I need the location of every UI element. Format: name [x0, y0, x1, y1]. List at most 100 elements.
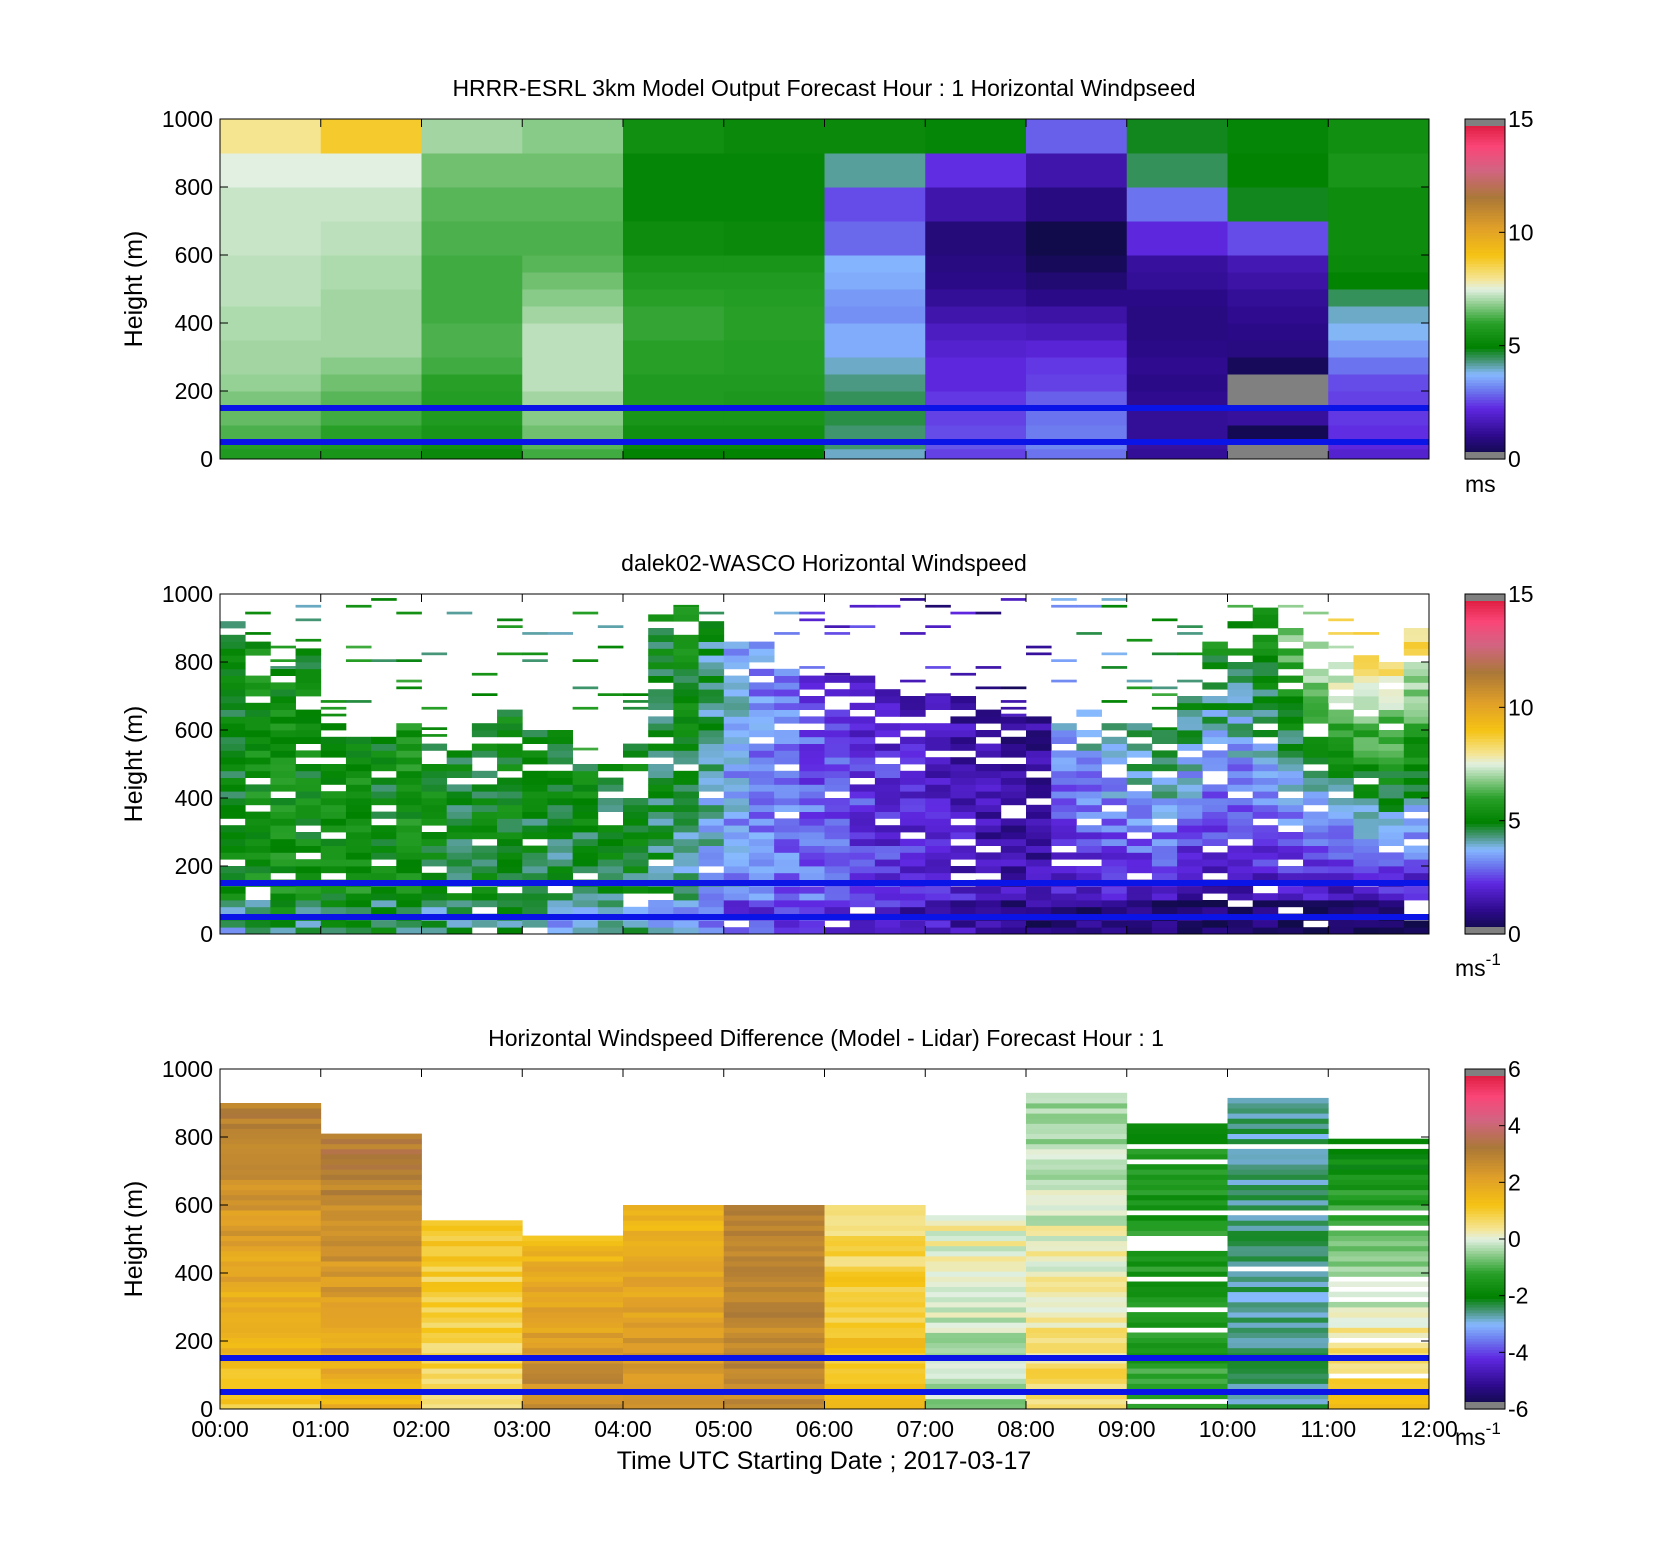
- heatmap-cell: [1177, 920, 1203, 928]
- heatmap-cell: [1328, 289, 1430, 307]
- heatmap-cell: [1000, 900, 1027, 908]
- heatmap-cell: [220, 648, 246, 656]
- heatmap-cell: [220, 1113, 322, 1119]
- heatmap-cell: [1000, 852, 1027, 860]
- heatmap-cell: [421, 1322, 523, 1328]
- heatmap-cell: [900, 784, 926, 792]
- heatmap-cell: [471, 770, 498, 778]
- heatmap-cell: [471, 859, 498, 867]
- heatmap-cell: [874, 791, 901, 799]
- heatmap-cell: [748, 777, 775, 785]
- heatmap-cell: [723, 893, 750, 901]
- heatmap-cell: [723, 1215, 825, 1221]
- heatmap-cell: [1252, 607, 1279, 615]
- heatmap-cell: [824, 852, 851, 860]
- heatmap-cell: [220, 1225, 322, 1231]
- heatmap-cell: [723, 357, 825, 375]
- heatmap-cell: [446, 818, 473, 826]
- heatmap-cell: [220, 1194, 322, 1201]
- heatmap-cell: [547, 872, 574, 880]
- heatmap-cell: [522, 1266, 624, 1272]
- heatmap-cell: [1202, 838, 1228, 846]
- heatmap-cell: [824, 1393, 926, 1400]
- heatmap-cell: [1000, 743, 1027, 751]
- heatmap-cell: [1026, 818, 1052, 826]
- heatmap-cell: [1227, 1174, 1329, 1180]
- heatmap-cell: [874, 906, 901, 914]
- heatmap-cell: [1328, 357, 1430, 375]
- heatmap-cell: [1051, 791, 1077, 799]
- heatmap-cell: [1403, 709, 1430, 717]
- colorbar-swatch: [1465, 1190, 1505, 1195]
- heatmap-cell: [1126, 1312, 1228, 1318]
- heatmap-cell: [1026, 893, 1052, 901]
- heatmap-cell: [975, 686, 1002, 690]
- heatmap-cell: [396, 764, 422, 772]
- heatmap-cell: [673, 689, 699, 697]
- heatmap-cell: [1126, 811, 1153, 819]
- heatmap-cell: [648, 648, 674, 656]
- colorbar-tick-label: 4: [1508, 1113, 1521, 1139]
- heatmap-cell: [874, 743, 901, 751]
- heatmap-cell: [396, 723, 422, 731]
- colorbar-swatch: [1465, 1111, 1505, 1115]
- heatmap-cell: [824, 1378, 926, 1384]
- heatmap-cell: [1026, 1138, 1128, 1145]
- heatmap-cell: [849, 682, 876, 690]
- heatmap-cell: [1252, 662, 1279, 670]
- heatmap-cell: [925, 702, 951, 710]
- colorbar-swatch: [1465, 647, 1505, 652]
- heatmap-cell: [220, 743, 246, 751]
- heatmap-cell: [623, 852, 649, 860]
- heatmap-cell: [673, 675, 699, 683]
- heatmap-cell: [799, 784, 825, 792]
- heatmap-cell: [396, 893, 422, 901]
- panel-3-unit-exponent: -1: [1486, 1419, 1501, 1438]
- y-tick-label: 200: [175, 1328, 213, 1354]
- heatmap-cell: [900, 920, 926, 928]
- heatmap-cell: [673, 832, 699, 840]
- heatmap-cell: [1403, 852, 1430, 860]
- colorbar-swatch: [1465, 664, 1505, 669]
- heatmap-cell: [597, 825, 624, 833]
- heatmap-cell: [1328, 1199, 1430, 1206]
- heatmap-cell: [421, 357, 523, 375]
- heatmap-cell: [1403, 743, 1430, 751]
- heatmap-cell: [1252, 777, 1279, 785]
- heatmap-cell: [799, 736, 825, 744]
- heatmap-cell: [1126, 1296, 1228, 1303]
- heatmap-cell: [824, 859, 851, 867]
- colorbar-swatch: [1465, 419, 1505, 423]
- colorbar-swatch: [1465, 1352, 1505, 1356]
- heatmap-cell: [1353, 743, 1380, 751]
- heatmap-cell: [925, 798, 951, 806]
- heatmap-cell: [1252, 900, 1279, 908]
- heatmap-cell: [421, 1301, 523, 1308]
- heatmap-cell: [698, 906, 725, 914]
- heatmap-cell: [1177, 859, 1203, 867]
- heatmap-cell: [220, 153, 322, 188]
- heatmap-cell: [1101, 872, 1128, 880]
- heatmap-cell: [320, 425, 422, 440]
- heatmap-cell: [673, 784, 699, 792]
- heatmap-cell: [220, 1256, 322, 1262]
- heatmap-cell: [824, 1312, 926, 1318]
- heatmap-cell: [774, 845, 800, 853]
- heatmap-cell: [1026, 845, 1052, 853]
- heatmap-cell: [1227, 1225, 1329, 1231]
- heatmap-cell: [522, 1261, 624, 1267]
- heatmap-cell: [1328, 859, 1354, 867]
- heatmap-cell: [371, 811, 397, 819]
- heatmap-cell: [1277, 852, 1304, 860]
- heatmap-cell: [320, 1143, 422, 1150]
- colorbar-swatch: [1465, 405, 1505, 409]
- heatmap-cell: [648, 798, 674, 806]
- colorbar-swatch: [1465, 425, 1505, 429]
- heatmap-cell: [1328, 682, 1354, 690]
- heatmap-cell: [799, 832, 825, 840]
- heatmap-cell: [900, 702, 926, 710]
- heatmap-cell: [1026, 1220, 1128, 1226]
- heatmap-cell: [446, 859, 473, 867]
- heatmap-cell: [1026, 1123, 1128, 1129]
- heatmap-cell: [925, 736, 951, 744]
